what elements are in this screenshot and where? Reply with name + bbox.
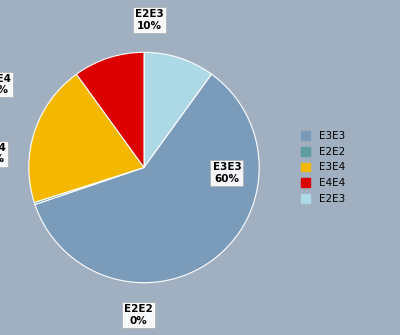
Wedge shape [35, 74, 259, 283]
Text: E4E4
10%: E4E4 10% [0, 74, 11, 95]
Text: E2E2
0%: E2E2 0% [124, 304, 153, 326]
Text: E3E4
20%: E3E4 20% [0, 143, 6, 164]
Text: E2E3
10%: E2E3 10% [135, 9, 164, 31]
Wedge shape [144, 52, 212, 168]
Wedge shape [29, 74, 144, 202]
Text: E3E3
60%: E3E3 60% [212, 162, 241, 184]
Wedge shape [76, 52, 144, 168]
Legend: E3E3, E2E2, E3E4, E4E4, E2E3: E3E3, E2E2, E3E4, E4E4, E2E3 [299, 129, 347, 206]
Wedge shape [34, 168, 144, 205]
